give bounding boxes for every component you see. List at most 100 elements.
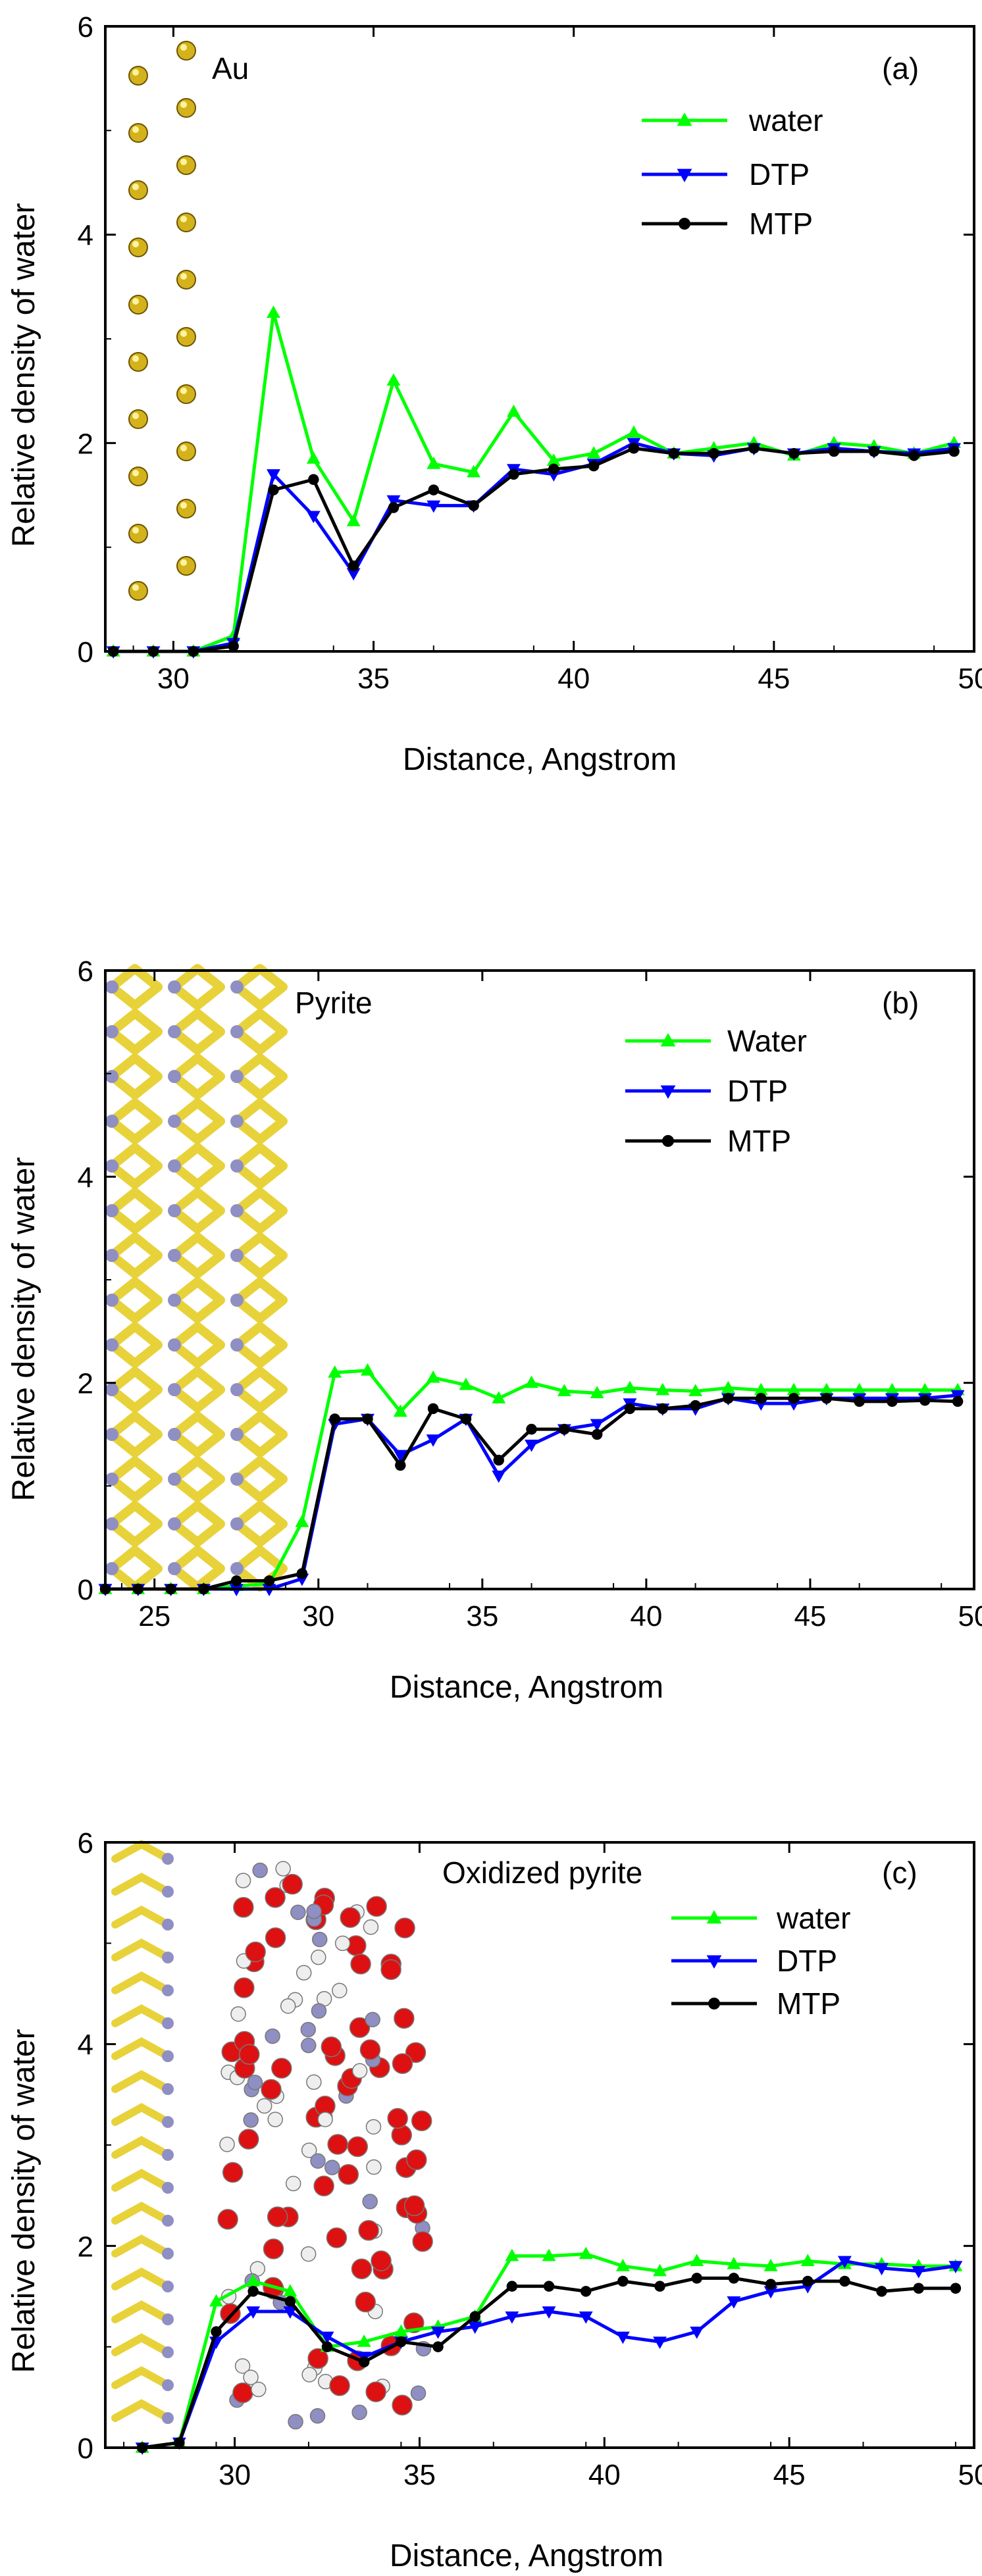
iron-atom: [230, 1562, 244, 1575]
data-point-mtp: [362, 1413, 373, 1425]
iron-atom: [162, 2215, 174, 2227]
data-point-mtp: [493, 1454, 504, 1466]
sulfur-bond: [107, 1546, 163, 1592]
iron-atom: [230, 1025, 244, 1038]
iron-atom: [230, 1204, 244, 1217]
hydrogen-atom: [296, 1965, 312, 1981]
oxygen-atom: [365, 2381, 386, 2402]
data-point-dtp: [579, 2311, 593, 2324]
sulfur-bond: [232, 1456, 288, 1502]
legend-water-marker: [706, 1910, 722, 1924]
sulfur-bond: [232, 1277, 288, 1323]
gold-atom: [176, 556, 196, 576]
gold-atom: [176, 98, 196, 118]
iron-atom: [311, 1931, 328, 1948]
iron-atom: [162, 2248, 174, 2260]
iron-atom: [247, 2075, 263, 2090]
data-point-water: [586, 446, 601, 459]
iron-atom: [230, 1294, 244, 1307]
iron-atom: [362, 2194, 378, 2210]
surface-label-b: Pyrite: [295, 986, 373, 1020]
sulfur-bond: [170, 1188, 225, 1234]
data-point-mtp: [230, 1575, 242, 1586]
data-point-mtp: [247, 2286, 259, 2297]
atom-highlight: [132, 355, 139, 362]
iron-atom: [243, 2112, 259, 2128]
data-point-water: [246, 2274, 261, 2286]
data-point-mtp: [548, 463, 559, 475]
sulfur-bond: [111, 2267, 172, 2290]
data-point-dtp: [837, 2256, 852, 2269]
panel-tag-b: (b): [882, 986, 919, 1020]
hydrogen-atom: [251, 2381, 267, 2398]
atom-highlight: [180, 101, 187, 108]
x-tick-label: 45: [773, 2459, 806, 2491]
iron-atom: [309, 2408, 326, 2424]
hydrogen-atom: [301, 2142, 317, 2158]
iron-atom: [168, 1025, 181, 1038]
panel-b: 25 30 35 40 45 50 0 2 4 6 Pyrite (b) Water DTP MT…: [0, 855, 982, 1711]
data-point-mtp: [617, 2275, 629, 2287]
gold-atom: [176, 384, 196, 404]
y-tick-label: 6: [78, 1827, 93, 1859]
oxygen-atom: [271, 2058, 292, 2079]
sulfur-bond: [111, 2366, 172, 2389]
data-point-mtp: [174, 2437, 185, 2448]
data-point-mtp: [396, 2336, 407, 2348]
oxygen-atom: [392, 2053, 413, 2075]
sulfur-bond: [111, 1971, 172, 1994]
hydrogen-atom: [301, 2367, 317, 2383]
iron-atom: [105, 1473, 118, 1486]
gold-atom: [176, 499, 196, 518]
data-point-mtp: [468, 500, 479, 511]
sulfur-bond: [111, 2103, 172, 2126]
hydrogen-atom: [280, 1998, 296, 2014]
data-point-water: [346, 514, 361, 526]
sulfur-bond: [111, 2235, 172, 2258]
atom-highlight: [180, 388, 187, 394]
data-point-dtp: [468, 2321, 482, 2334]
data-point-water: [393, 1404, 407, 1417]
legend-mtp-marker: [679, 218, 690, 230]
iron-atom: [162, 2379, 174, 2391]
iron-atom: [300, 2021, 316, 2038]
hydrogen-atom: [317, 2111, 333, 2127]
data-point-water: [394, 2324, 408, 2337]
hydrogen-atom: [306, 2074, 322, 2090]
gold-atoms-illustration: [128, 41, 196, 601]
data-point-mtp: [839, 2275, 850, 2287]
gold-atom: [176, 442, 196, 461]
series-layer-b: [98, 1363, 965, 1596]
oxygen-atom: [267, 2206, 288, 2227]
sulfur-bond: [170, 1456, 225, 1502]
legend-water-label: Water: [727, 1024, 807, 1058]
series-line-mtp: [113, 446, 954, 653]
iron-atom: [168, 1159, 181, 1173]
data-point-mtp: [296, 1568, 308, 1579]
y-tick-label: 0: [78, 636, 93, 669]
iron-atom: [162, 2083, 174, 2095]
data-point-dtp: [283, 2306, 297, 2319]
data-point-mtp: [908, 450, 920, 461]
chart-c-svg: 30 35 40 45 50 0 2 4 6 Oxidized pyrite (c) water…: [7, 1827, 982, 2573]
iron-atom: [168, 1249, 181, 1262]
hydrogen-atom: [267, 2111, 283, 2127]
atom-highlight: [180, 44, 187, 51]
data-point-dtp: [267, 469, 280, 482]
atom-highlight: [180, 559, 187, 566]
data-point-mtp: [876, 2286, 887, 2297]
sulfur-bond: [170, 1277, 225, 1323]
legend-water-marker: [677, 113, 692, 126]
axis-ticks-b: 25 30 35 40 45 50 0 2 4 6: [78, 955, 982, 1632]
x-axis-title-b: Distance, Angstrom: [390, 1670, 663, 1705]
sulfur-bond: [107, 1053, 163, 1099]
data-point-mtp: [321, 2341, 333, 2352]
y-tick-label: 4: [78, 220, 93, 252]
data-point-mtp: [748, 443, 760, 454]
iron-atom: [105, 1025, 118, 1038]
oxygen-atom: [392, 2394, 413, 2416]
iron-atom: [162, 2182, 174, 2194]
iron-atom: [310, 2153, 326, 2169]
iron-atom: [105, 1070, 118, 1083]
iron-atom: [105, 1428, 118, 1441]
